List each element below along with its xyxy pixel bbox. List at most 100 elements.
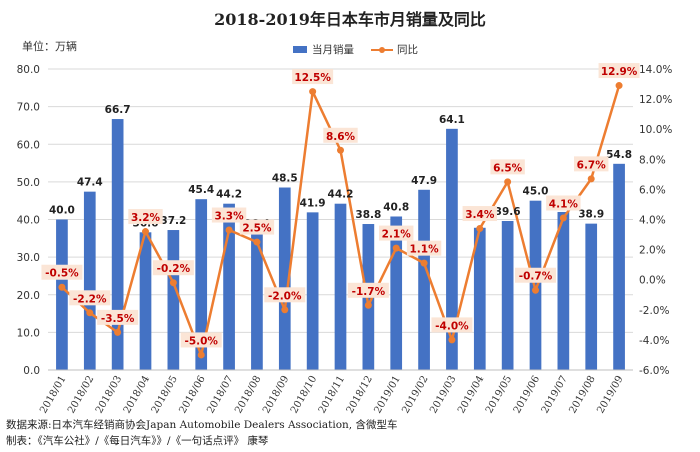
line-data-label: 8.6% — [326, 131, 356, 143]
line-label-box — [152, 260, 194, 276]
line-label-box — [180, 332, 222, 348]
line-point — [587, 175, 595, 183]
line-label-group: 12.9% — [598, 63, 640, 79]
line-point — [392, 244, 400, 252]
footnote-credit: 制表：《汽车公社》/《每日汽车》》/《一句话点评》 康琴 — [6, 434, 269, 447]
line-data-label: -3.5% — [101, 313, 135, 325]
y-right-tick-label: 8.0% — [639, 154, 666, 166]
line-label-group: 6.5% — [490, 159, 525, 175]
line-label-box — [406, 240, 442, 256]
bar — [83, 191, 96, 370]
line-series — [58, 82, 623, 359]
line-data-label: -5.0% — [184, 335, 218, 347]
line-label-box — [292, 69, 334, 85]
line-point — [309, 88, 317, 96]
x-tick-label: 2018/07 — [205, 374, 235, 415]
bar — [585, 223, 598, 370]
line-label-group: -2.2% — [69, 290, 111, 306]
line-data-label: 12.9% — [601, 66, 638, 78]
y-right-tick-label: 10.0% — [639, 124, 672, 136]
x-tick-label: 2019/07 — [540, 374, 570, 415]
line-point — [364, 301, 372, 309]
y-right-tick-label: -6.0% — [639, 365, 669, 377]
bar-data-label: 48.5 — [272, 173, 298, 185]
x-tick-label: 2018/11 — [317, 374, 347, 415]
bar — [278, 187, 291, 370]
line-label-group: 2.5% — [239, 219, 275, 235]
y-left-tick-label: 80.0 — [17, 64, 40, 76]
line-data-label: -2.0% — [268, 290, 302, 302]
line-label-box — [239, 219, 275, 235]
bar — [251, 233, 263, 370]
line-label-box — [598, 63, 640, 79]
bar-data-label: 39.6 — [495, 206, 521, 218]
line-label-group: -3.5% — [97, 309, 139, 325]
line-point — [114, 328, 122, 336]
x-axis: 2018/012018/022018/032018/042018/052018/… — [38, 369, 633, 415]
line-point — [476, 225, 484, 233]
bar — [306, 212, 319, 370]
x-tick-label: 2018/10 — [289, 374, 319, 415]
x-tick-label: 2019/03 — [428, 374, 458, 415]
footnote-source: 数据来源:日本汽车经销商协会Japan Automobile Dealers A… — [6, 418, 397, 431]
line-label-box — [574, 156, 609, 172]
line-data-label: -1.7% — [352, 286, 386, 298]
bar — [167, 230, 180, 370]
bar-data-label: 41.9 — [300, 197, 326, 209]
x-tick-label: 2018/01 — [38, 374, 68, 415]
line-label-group: 3.3% — [211, 207, 247, 223]
line-point — [448, 336, 456, 344]
line-label-group: -0.5% — [41, 264, 83, 280]
line-label-group: 3.2% — [128, 209, 163, 225]
x-tick-label: 2018/12 — [345, 374, 375, 415]
x-tick-label: 2019/06 — [512, 374, 542, 415]
line-label-box — [128, 209, 163, 225]
bar-data-label: 66.7 — [105, 104, 131, 116]
bar-data-label: 40.0 — [49, 205, 75, 217]
bar — [223, 203, 235, 370]
line-point — [615, 82, 623, 90]
line-point — [142, 228, 149, 236]
x-tick-label: 2019/04 — [456, 374, 486, 415]
bar — [446, 128, 458, 370]
line-data-label: 3.4% — [465, 209, 495, 221]
x-tick-label: 2018/08 — [233, 374, 263, 415]
x-tick-label: 2018/03 — [94, 374, 124, 415]
bar-data-label: 38.8 — [355, 209, 381, 221]
legend: 当月销量 同比 — [293, 43, 418, 56]
line-label-box — [379, 225, 414, 241]
line-point — [337, 146, 344, 154]
line-label-box — [515, 267, 556, 283]
bar — [501, 221, 514, 370]
legend-line-label: 同比 — [397, 43, 418, 56]
y-left-tick-label: 30.0 — [17, 252, 40, 264]
bar-data-label: 37.2 — [160, 215, 186, 227]
line-label-box — [347, 282, 389, 298]
line-label-group: -4.0% — [431, 317, 473, 333]
x-tick-label: 2019/09 — [595, 374, 625, 415]
y-left-tick-label: 20.0 — [17, 290, 40, 302]
line-data-label: -4.0% — [435, 320, 469, 332]
x-tick-label: 2019/01 — [373, 374, 403, 415]
x-tick-label: 2019/05 — [484, 374, 514, 415]
line-data-label: 3.3% — [215, 211, 245, 223]
y-right-tick-label: -2.0% — [639, 305, 669, 317]
y-right-tick-label: 6.0% — [639, 184, 666, 196]
line-label-box — [462, 206, 497, 222]
line-point — [86, 309, 94, 317]
y-right-tick-label: 4.0% — [639, 215, 666, 227]
line-label-group: 12.5% — [292, 69, 334, 85]
line-data-label: 3.2% — [131, 212, 161, 224]
line-label-group: -2.0% — [264, 287, 306, 303]
line-data-label: 4.1% — [549, 198, 579, 210]
bar — [139, 232, 152, 370]
line-label-box — [431, 317, 473, 333]
line-data-label: 2.5% — [242, 223, 272, 235]
y-left-tick-label: 50.0 — [17, 177, 40, 189]
bar — [613, 163, 625, 370]
line-point — [197, 351, 205, 359]
line-data-label: 2.1% — [382, 229, 412, 241]
unit-label: 单位：万辆 — [22, 39, 77, 53]
y-right-tick-label: 2.0% — [639, 245, 666, 257]
x-tick-label: 2018/06 — [178, 374, 208, 415]
